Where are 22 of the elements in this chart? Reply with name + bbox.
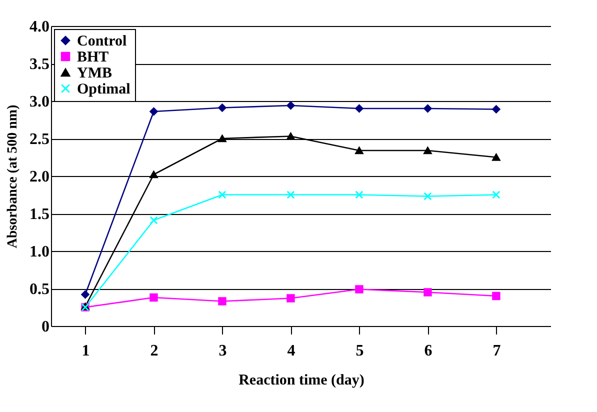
x-tick-label: 2 (150, 342, 158, 360)
y-tick-label: 2.0 (30, 168, 50, 186)
y-tick-label: 1.0 (30, 244, 50, 260)
legend-label: Optimal (77, 82, 130, 98)
x-axis-title: Reaction time (day) (238, 372, 364, 388)
legend-label: BHT (77, 50, 109, 66)
y-axis-title: Absorbance (at 500 nm) (6, 104, 20, 248)
y-tick-label: 1.5 (30, 206, 50, 223)
y-tick-label: 3.5 (30, 56, 50, 73)
x-tick-label: 3 (218, 342, 227, 360)
y-tick-label: 3.0 (30, 94, 50, 110)
y-tick-label: 0 (42, 318, 50, 336)
y-tick-label: 4.0 (30, 18, 50, 36)
x-tick-label: 4 (287, 342, 296, 360)
y-tick-label: 0.5 (30, 281, 50, 298)
legend-label: YMB (77, 66, 112, 82)
y-tick-label: 2.5 (30, 131, 50, 148)
x-tick-label: 6 (424, 342, 432, 360)
x-tick-label: 5 (356, 342, 364, 360)
legend-label: Control (77, 34, 127, 50)
x-tick-label: 1 (82, 342, 90, 360)
x-tick-label: 7 (492, 342, 501, 360)
